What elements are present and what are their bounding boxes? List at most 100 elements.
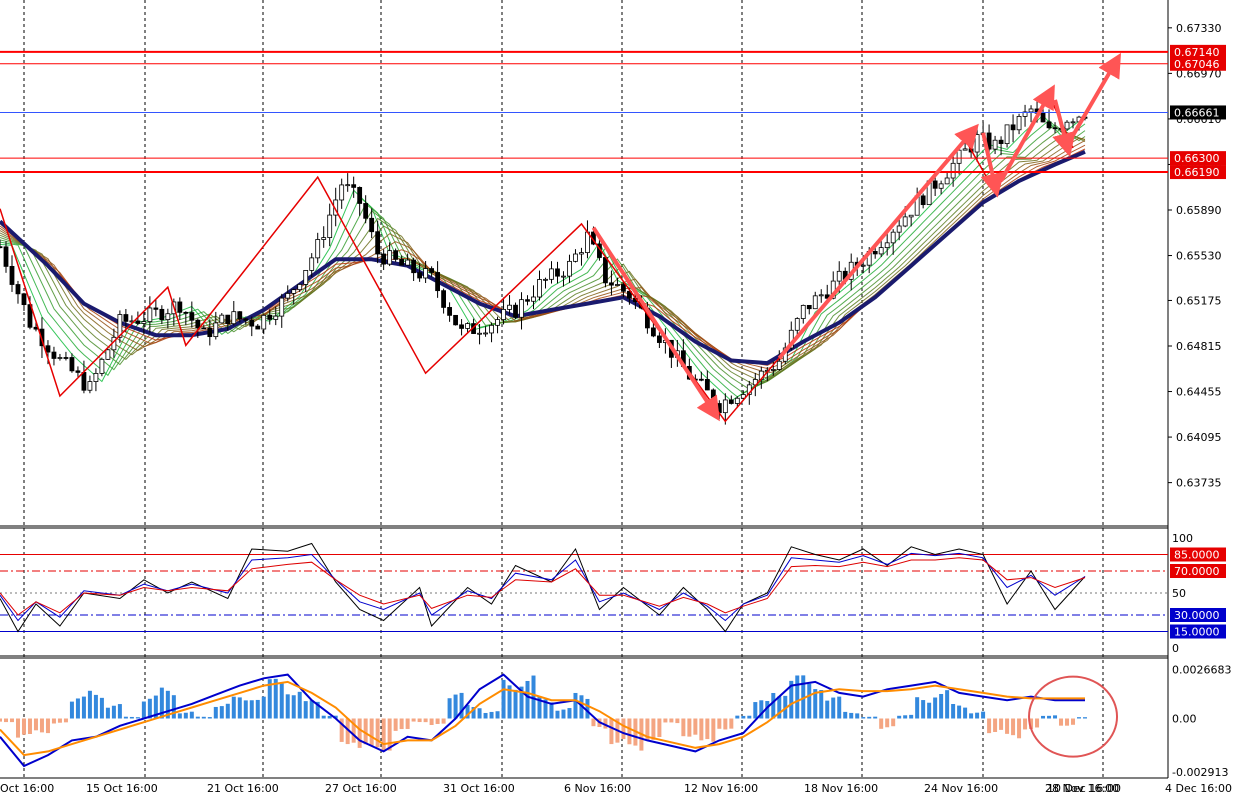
macd-histogram-bar [183, 712, 188, 719]
price-tick-label: 0.64455 [1176, 386, 1222, 399]
macd-histogram-bar [627, 718, 632, 745]
time-axis-label: 24 Nov 16:00 [924, 782, 998, 795]
macd-histogram-bar [15, 718, 20, 738]
stochastic-level-tag-bg [1170, 624, 1226, 639]
candle-bear [621, 284, 626, 292]
price-tick-label: 0.67330 [1176, 22, 1222, 35]
macd-histogram-bar [357, 718, 362, 748]
macd-histogram-bar [921, 700, 926, 719]
macd-histogram-bar [147, 698, 152, 719]
macd-histogram-bar [369, 718, 374, 746]
grid-layer [0, 0, 1169, 779]
macd-histogram-bar [111, 705, 116, 719]
macd-series-line [0, 680, 1085, 757]
candle-bull [974, 134, 980, 153]
candle-bull [501, 309, 506, 320]
candle-bear [189, 312, 195, 321]
ma-ribbon-line [0, 124, 1086, 394]
macd-histogram-bar [903, 715, 908, 719]
macd-histogram-bar [951, 704, 956, 719]
macd-histogram-bar [561, 709, 566, 719]
macd-histogram-bar [675, 718, 680, 724]
candle-bull [105, 349, 111, 360]
trend-arrow [1071, 52, 1122, 137]
candle-bear [525, 299, 530, 302]
candle-bull [345, 184, 351, 187]
macd-histogram-bar [681, 718, 686, 737]
stochastic-level-tag-bg [1170, 564, 1226, 578]
candle-bear [51, 351, 57, 359]
macd-histogram-bar [711, 718, 716, 742]
candle-bear [135, 320, 141, 324]
macd-histogram-bar [489, 711, 494, 719]
trend-arrow [999, 84, 1055, 182]
candle-bull [908, 214, 914, 218]
candle-bull [1004, 124, 1010, 144]
macd-histogram-bar [345, 718, 350, 745]
candle-bull [878, 247, 884, 255]
macd-histogram-bar [993, 718, 998, 732]
macd-histogram-bar [159, 687, 164, 719]
time-axis-label: 21 Oct 16:00 [207, 782, 279, 795]
candle-bear [153, 307, 159, 310]
candle-bull [800, 304, 806, 319]
candle-bull [309, 257, 315, 271]
macd-histogram-bar [273, 678, 278, 719]
macd-histogram-bar [363, 718, 368, 745]
macd-histogram-bar [459, 692, 464, 719]
macd-histogram-bar [27, 718, 32, 734]
candle-bear [207, 327, 213, 338]
price-tick-label: 0.65530 [1176, 250, 1222, 263]
candle-bull [860, 264, 866, 267]
candle-bull [818, 294, 824, 297]
candle-bear [201, 327, 207, 330]
candle-bear [237, 311, 243, 320]
candle-bull [573, 253, 578, 262]
candle-bear [267, 314, 273, 320]
macd-histogram-bar [129, 716, 134, 719]
macd-histogram-bar [807, 683, 812, 719]
macd-histogram-bar [723, 718, 728, 730]
stochastic-level-tag: 70.0000 [1174, 565, 1220, 578]
macd-histogram-bar [987, 718, 992, 734]
level-price-tag-bg [1170, 44, 1226, 59]
macd-histogram-bar [1059, 718, 1064, 726]
macd-histogram-bar [753, 702, 758, 719]
macd-histogram-bar [405, 718, 410, 729]
macd-histogram-bar [207, 717, 212, 719]
time-axis-label: Oct 16:00 [0, 782, 54, 795]
time-axis-label: 15 Oct 16:00 [86, 782, 158, 795]
macd-histogram-bar [729, 718, 734, 729]
price-tick-label: 0.65175 [1176, 294, 1222, 307]
stochastic-series-line [0, 552, 1086, 622]
macd-histogram-bar [351, 718, 356, 743]
candle-bull [519, 299, 524, 318]
macd-histogram-bar [591, 718, 596, 727]
macd-histogram-bar [981, 711, 986, 719]
macd-histogram-bar [339, 718, 344, 742]
macd-histogram-bar [531, 675, 536, 719]
macd-histogram-bar [45, 718, 50, 734]
macd-histogram-bar [957, 705, 962, 719]
candle-bull [537, 279, 542, 298]
candle-bear [75, 370, 81, 373]
candle-bull [285, 293, 291, 299]
time-axis-label: 31 Oct 16:00 [443, 782, 515, 795]
macd-histogram-bar [687, 718, 692, 737]
price-tick-label: 0.63735 [1176, 477, 1222, 490]
level-price-tag-bg [1170, 151, 1226, 166]
macd-histogram-bar [1017, 718, 1022, 739]
candle-bull [387, 250, 393, 265]
macd-histogram-bar [117, 704, 122, 719]
macd-histogram-bar [327, 715, 332, 719]
candle-bull [141, 321, 147, 324]
candle-bear [656, 335, 662, 343]
macd-histogram-bar [213, 706, 218, 719]
macd-tick-label: 0.00 [1172, 713, 1197, 726]
trend-arrow [1052, 99, 1076, 158]
macd-histogram-bar [567, 708, 572, 719]
candle-bull [117, 314, 123, 338]
candle-bear [249, 319, 255, 327]
candle-bear [872, 251, 878, 255]
candle-bull [561, 275, 566, 278]
